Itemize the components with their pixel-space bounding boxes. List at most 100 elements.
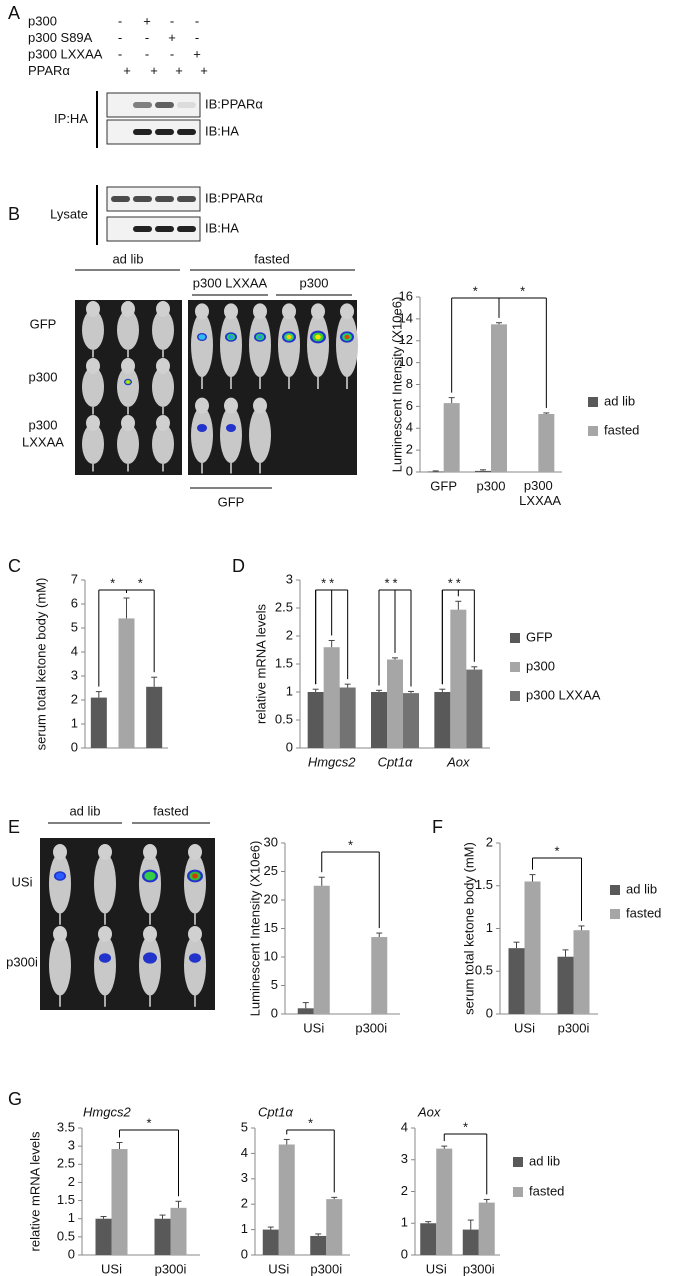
error-bar bbox=[432, 470, 439, 472]
signal bbox=[189, 953, 201, 963]
error-bar bbox=[376, 932, 383, 938]
y-tick-label: 6 bbox=[71, 595, 78, 610]
bar bbox=[450, 609, 467, 748]
blot-band bbox=[155, 196, 174, 202]
bar bbox=[111, 1149, 128, 1255]
legend-label: ad lib bbox=[604, 393, 635, 408]
y-tick-label: 1.5 bbox=[475, 877, 493, 892]
legend-swatch bbox=[588, 397, 598, 407]
subgroup-label: p300 bbox=[300, 275, 329, 290]
y-tick-label: 15 bbox=[264, 920, 278, 935]
signal bbox=[99, 953, 111, 963]
annotation: * bbox=[448, 575, 453, 590]
signal bbox=[257, 335, 263, 339]
y-tick-label: 2 bbox=[241, 1196, 248, 1211]
legend-label: ad lib bbox=[626, 881, 657, 896]
blot-band bbox=[133, 226, 152, 232]
condition-mark: + bbox=[123, 63, 131, 78]
blot-band bbox=[155, 102, 174, 108]
row-label: GFP bbox=[30, 316, 57, 331]
condition-mark: - bbox=[170, 13, 174, 28]
bar bbox=[297, 1008, 314, 1014]
x-tick-label: p300i bbox=[463, 1261, 495, 1276]
y-tick-label: 2 bbox=[401, 1183, 408, 1198]
y-tick-label: 1.5 bbox=[275, 655, 293, 670]
error-bar bbox=[392, 657, 398, 660]
x-tick-label: GFP bbox=[430, 478, 457, 493]
y-tick-label: 2.5 bbox=[57, 1156, 75, 1171]
y-tick-label: 3 bbox=[286, 571, 293, 586]
blot-label: IB:PPARα bbox=[205, 190, 263, 205]
error-bar bbox=[123, 597, 130, 619]
blot-label: IB:HA bbox=[205, 220, 239, 235]
mouse-body bbox=[191, 313, 213, 377]
error-bar bbox=[562, 949, 569, 957]
blot-band bbox=[133, 102, 152, 108]
error-bar bbox=[151, 676, 158, 687]
bar bbox=[538, 414, 555, 472]
error-bar bbox=[543, 412, 550, 415]
bar bbox=[326, 1199, 343, 1255]
condition-mark: + bbox=[150, 63, 158, 78]
error-bar bbox=[312, 688, 319, 692]
y-tick-label: 0.5 bbox=[57, 1228, 75, 1243]
y-tick-label: 4 bbox=[401, 1119, 408, 1134]
y-tick-label: 1 bbox=[241, 1221, 248, 1236]
x-tick-label: USi bbox=[426, 1261, 447, 1276]
x-tick-label: p300 bbox=[477, 478, 506, 493]
error-bar bbox=[513, 941, 520, 949]
error-bar bbox=[328, 639, 335, 648]
blot-label: IB:PPARα bbox=[205, 96, 263, 111]
mouse-body bbox=[139, 935, 161, 996]
bar bbox=[371, 692, 387, 748]
condition-mark: + bbox=[168, 30, 176, 45]
y-tick-label: 3 bbox=[401, 1151, 408, 1166]
y-tick-label: 2 bbox=[71, 691, 78, 706]
mouse-head bbox=[253, 397, 267, 414]
legend-label: fasted bbox=[626, 905, 661, 920]
legend-swatch bbox=[588, 426, 598, 436]
legend-swatch bbox=[510, 633, 520, 643]
y-tick-label: 30 bbox=[264, 834, 278, 849]
y-axis-label: relative mRNA levels bbox=[27, 1131, 42, 1251]
y-tick-label: 0 bbox=[286, 739, 293, 754]
error-bar bbox=[439, 688, 446, 692]
y-tick-label: 2 bbox=[68, 1174, 75, 1189]
error-bar bbox=[344, 683, 351, 688]
condition-label: p300 bbox=[28, 13, 57, 28]
y-tick-label: 0 bbox=[271, 1005, 278, 1020]
condition-mark: - bbox=[118, 30, 122, 45]
bar bbox=[154, 1218, 171, 1255]
annotation: * bbox=[463, 1119, 468, 1134]
mouse-body bbox=[278, 313, 300, 377]
bar bbox=[573, 930, 590, 1014]
y-tick-label: 4 bbox=[406, 420, 413, 435]
legend-label: ad lib bbox=[529, 1153, 560, 1168]
row-label: p300 bbox=[29, 417, 58, 432]
bar bbox=[313, 885, 330, 1014]
mouse-body bbox=[94, 935, 116, 996]
mouse-body bbox=[184, 935, 206, 996]
annotation: * bbox=[308, 1115, 313, 1130]
x-tick-label: Aox bbox=[446, 754, 470, 769]
bar bbox=[118, 618, 135, 748]
signal bbox=[286, 334, 292, 340]
panel-label: A bbox=[8, 3, 20, 23]
panel-label: F bbox=[432, 817, 443, 837]
y-tick-label: 20 bbox=[264, 891, 278, 906]
mouse-body bbox=[49, 853, 71, 914]
error-bar bbox=[467, 1219, 474, 1230]
blot-band bbox=[177, 196, 196, 202]
y-tick-label: 0 bbox=[406, 463, 413, 478]
mouse-body bbox=[82, 424, 104, 464]
x-tick-label: USi bbox=[268, 1261, 289, 1276]
mouse-head bbox=[195, 397, 209, 414]
y-tick-label: 1 bbox=[286, 683, 293, 698]
panel-label: C bbox=[8, 556, 21, 576]
mouse-head bbox=[98, 926, 112, 942]
error-bar bbox=[283, 1138, 290, 1145]
mouse-head bbox=[195, 303, 209, 320]
x-tick-label: Hmgcs2 bbox=[308, 754, 356, 769]
legend-swatch bbox=[610, 885, 620, 895]
bar bbox=[307, 692, 324, 748]
